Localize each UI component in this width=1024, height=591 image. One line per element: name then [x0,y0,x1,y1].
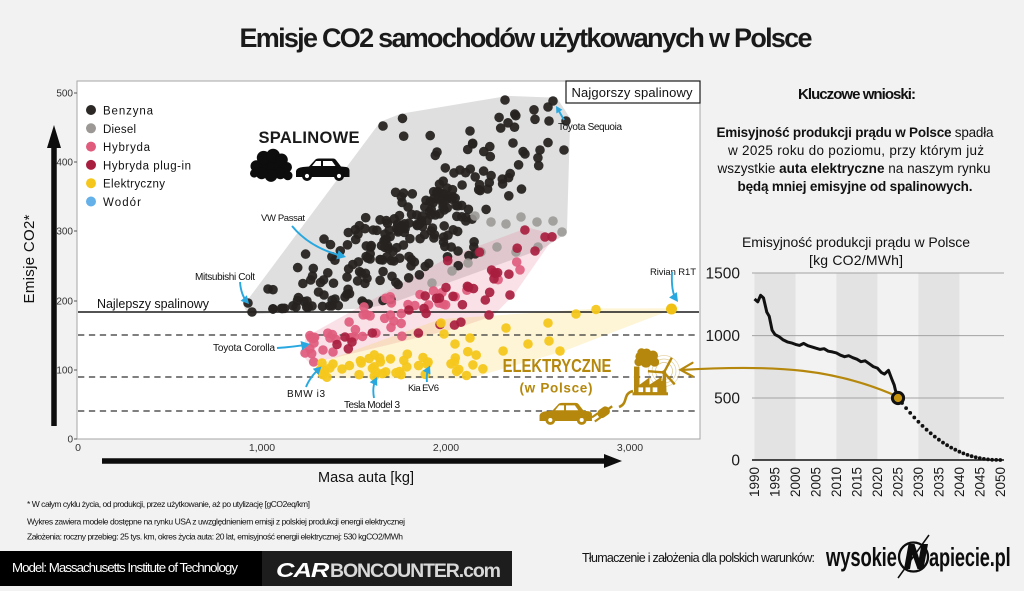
svg-text:0: 0 [75,442,81,454]
svg-text:Wykres zawiera modele dostępne: Wykres zawiera modele dostępne na rynku … [27,517,405,527]
svg-text:w 2025 roku do poziomu, przy k: w 2025 roku do poziomu, przy którym już [727,143,984,158]
svg-text:wysokie: wysokie [825,543,897,572]
svg-text:Hybryda: Hybryda [103,142,151,154]
svg-text:2,000: 2,000 [433,442,459,454]
svg-text:2005: 2005 [809,467,824,497]
svg-text:1995: 1995 [768,467,783,497]
svg-text:1990: 1990 [747,467,762,497]
svg-text:2045: 2045 [972,467,987,497]
svg-text:Najlepszy spalinowy: Najlepszy spalinowy [97,297,210,311]
svg-text:Hybryda plug-in: Hybryda plug-in [103,160,191,172]
svg-text:0: 0 [731,453,740,470]
svg-text:200: 200 [56,297,73,308]
svg-text:Toyota Corolla: Toyota Corolla [213,343,275,354]
svg-text:2035: 2035 [931,467,946,497]
svg-text:SPALINOWE: SPALINOWE [259,129,360,147]
svg-text:CAR: CAR [276,559,330,582]
svg-text:3,000: 3,000 [617,442,643,454]
svg-text:2000: 2000 [788,467,803,497]
svg-text:Rivian R1T: Rivian R1T [650,267,696,278]
svg-text:Benzyna: Benzyna [103,106,154,118]
svg-text:Założenia: roczny przebieg: 25: Założenia: roczny przebieg: 25 tys. km, … [27,532,403,542]
svg-text:Emisje CO2*: Emisje CO2* [21,214,38,303]
svg-text:1000: 1000 [706,328,741,345]
svg-text:Tesla Model 3: Tesla Model 3 [344,400,400,411]
svg-text:[kg CO2/MWh]: [kg CO2/MWh] [809,252,903,268]
svg-text:wszystkie auta elektryczne na: wszystkie auta elektryczne na naszym ryn… [717,161,991,176]
svg-text:2025: 2025 [890,467,905,497]
svg-text:* W całym cyklu życia, od prod: * W całym cyklu życia, od produkcji, prz… [27,499,310,509]
svg-text:2010: 2010 [829,467,844,497]
svg-text:BONCOUNTER.com: BONCOUNTER.com [330,560,501,582]
svg-text:będą mniej emisyjne od spalino: będą mniej emisyjne od spalinowych. [738,179,973,194]
svg-text:(w Polsce): (w Polsce) [520,381,593,396]
svg-text:Tłumaczenie i założenia dla po: Tłumaczenie i założenia dla polskich war… [582,551,815,565]
svg-text:Kluczowe wnioski:: Kluczowe wnioski: [798,86,916,103]
svg-text:Emisyjność produkcji prądu w P: Emisyjność produkcji prądu w Polsce spad… [717,125,994,140]
svg-text:1,000: 1,000 [249,442,275,454]
svg-text:100: 100 [56,366,73,377]
svg-text:Mitsubishi Colt: Mitsubishi Colt [195,272,255,283]
svg-text:VW Passat: VW Passat [261,213,305,224]
svg-text:2015: 2015 [849,467,864,497]
svg-text:Elektryczny: Elektryczny [103,179,165,191]
svg-text:ELEKTRYCZNE: ELEKTRYCZNE [503,355,612,376]
svg-text:Model: Massachusetts Institute: Model: Massachusetts Institute of Techno… [12,560,238,575]
svg-text:Kia EV6: Kia EV6 [408,383,439,394]
svg-text:Najgorszy spalinowy: Najgorszy spalinowy [572,85,694,100]
svg-text:400: 400 [56,158,73,169]
svg-text:apiecie.pl: apiecie.pl [929,543,1011,572]
svg-text:2040: 2040 [952,467,967,497]
svg-text:1500: 1500 [706,266,741,283]
svg-text:2030: 2030 [911,467,926,497]
svg-text:2050: 2050 [993,467,1008,497]
svg-text:Emisje CO2 samochodów użytkowa: Emisje CO2 samochodów użytkowanych w Pol… [240,23,813,53]
svg-text:Diesel: Diesel [103,124,136,136]
svg-text:BMW i3: BMW i3 [287,389,325,400]
svg-text:Masa auta [kg]: Masa auta [kg] [318,470,414,486]
svg-text:500: 500 [714,391,740,408]
svg-text:Wodór: Wodór [103,197,141,209]
svg-text:300: 300 [56,227,73,238]
svg-text:Toyota Sequoia: Toyota Sequoia [558,122,622,133]
svg-text:0: 0 [67,435,73,446]
svg-text:Emisyjność produkcji prądu w P: Emisyjność produkcji prądu w Polsce [742,234,970,250]
svg-text:500: 500 [56,89,73,100]
svg-text:2020: 2020 [870,467,885,497]
